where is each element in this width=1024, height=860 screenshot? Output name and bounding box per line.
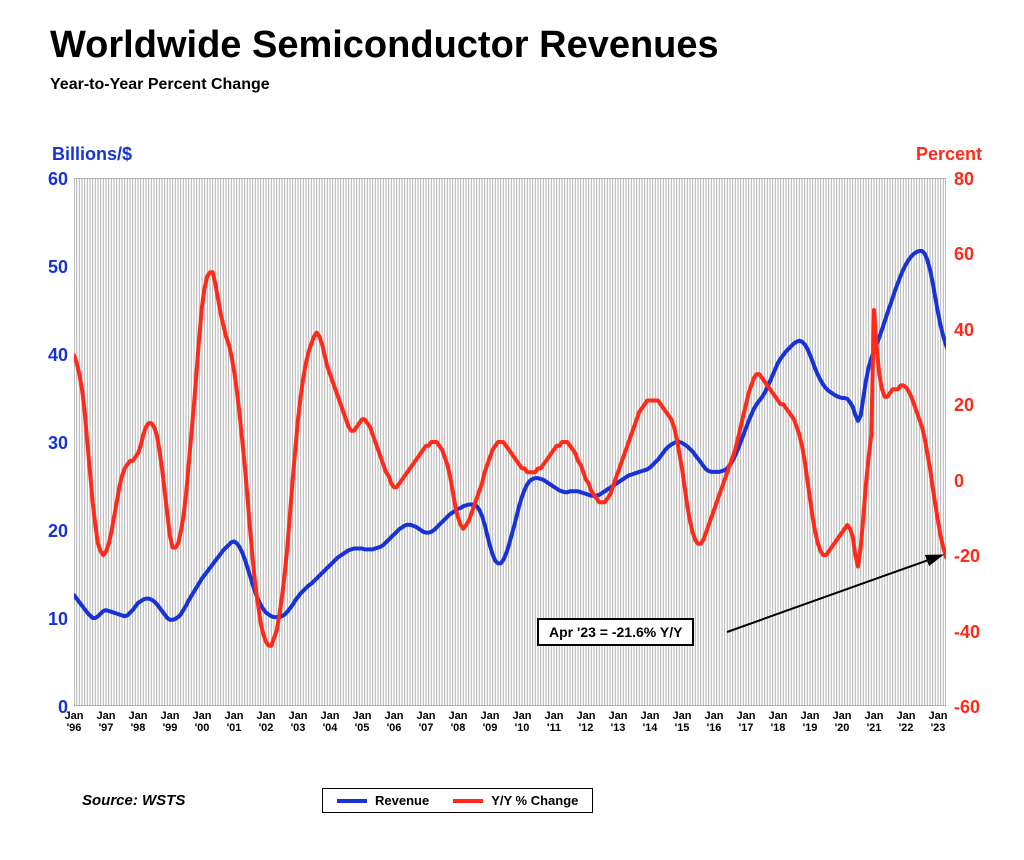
y-right-tick-label: 80 [954, 169, 974, 190]
y-left-tick-label: 10 [38, 609, 68, 630]
chart-title: Worldwide Semiconductor Revenues [50, 24, 719, 67]
x-tick-label: Jan'06 [378, 710, 410, 734]
y-right-tick-label: 60 [954, 244, 974, 265]
x-tick-label: Jan'10 [506, 710, 538, 734]
x-tick-label: Jan'22 [890, 710, 922, 734]
chart-legend: Revenue Y/Y % Change [322, 788, 593, 813]
x-tick-label: Jan'99 [154, 710, 186, 734]
y-left-tick-label: 60 [38, 169, 68, 190]
source-attribution: Source: WSTS [82, 792, 185, 809]
x-tick-label: Jan'14 [634, 710, 666, 734]
y-right-tick-label: -40 [954, 622, 980, 643]
chart-plot [74, 178, 946, 706]
legend-swatch-revenue [337, 799, 367, 803]
y-left-tick-label: 30 [38, 433, 68, 454]
x-tick-label: Jan'13 [602, 710, 634, 734]
x-tick-label: Jan'08 [442, 710, 474, 734]
y-right-tick-label: -60 [954, 697, 980, 718]
x-tick-label: Jan'11 [538, 710, 570, 734]
y-left-tick-label: 0 [38, 697, 68, 718]
legend-swatch-yy [453, 799, 483, 803]
x-tick-label: Jan'01 [218, 710, 250, 734]
y-right-tick-label: 0 [954, 471, 964, 492]
legend-label-revenue: Revenue [375, 793, 429, 808]
x-tick-label: Jan'23 [922, 710, 954, 734]
y-right-axis-label: Percent [916, 144, 982, 165]
x-tick-label: Jan'17 [730, 710, 762, 734]
x-tick-label: Jan'12 [570, 710, 602, 734]
x-tick-label: Jan'02 [250, 710, 282, 734]
y-right-tick-label: 40 [954, 320, 974, 341]
y-right-tick-label: 20 [954, 395, 974, 416]
x-tick-label: Jan'20 [826, 710, 858, 734]
x-tick-label: Jan'03 [282, 710, 314, 734]
x-tick-label: Jan'07 [410, 710, 442, 734]
x-tick-label: Jan'09 [474, 710, 506, 734]
y-left-tick-label: 20 [38, 521, 68, 542]
x-tick-label: Jan'19 [794, 710, 826, 734]
y-right-tick-label: -20 [954, 546, 980, 567]
x-tick-label: Jan'16 [698, 710, 730, 734]
x-tick-label: Jan'04 [314, 710, 346, 734]
x-tick-label: Jan'98 [122, 710, 154, 734]
x-tick-label: Jan'05 [346, 710, 378, 734]
x-tick-label: Jan'18 [762, 710, 794, 734]
x-tick-label: Jan'15 [666, 710, 698, 734]
y-left-tick-label: 50 [38, 257, 68, 278]
y-left-axis-label: Billions/$ [52, 144, 132, 165]
legend-label-yy: Y/Y % Change [491, 793, 578, 808]
legend-item-yy: Y/Y % Change [453, 793, 578, 808]
y-left-tick-label: 40 [38, 345, 68, 366]
legend-item-revenue: Revenue [337, 793, 429, 808]
x-tick-label: Jan'21 [858, 710, 890, 734]
callout-label: Apr '23 = -21.6% Y/Y [537, 618, 694, 646]
x-tick-label: Jan'00 [186, 710, 218, 734]
chart-subtitle: Year-to-Year Percent Change [50, 76, 270, 94]
x-tick-label: Jan'97 [90, 710, 122, 734]
